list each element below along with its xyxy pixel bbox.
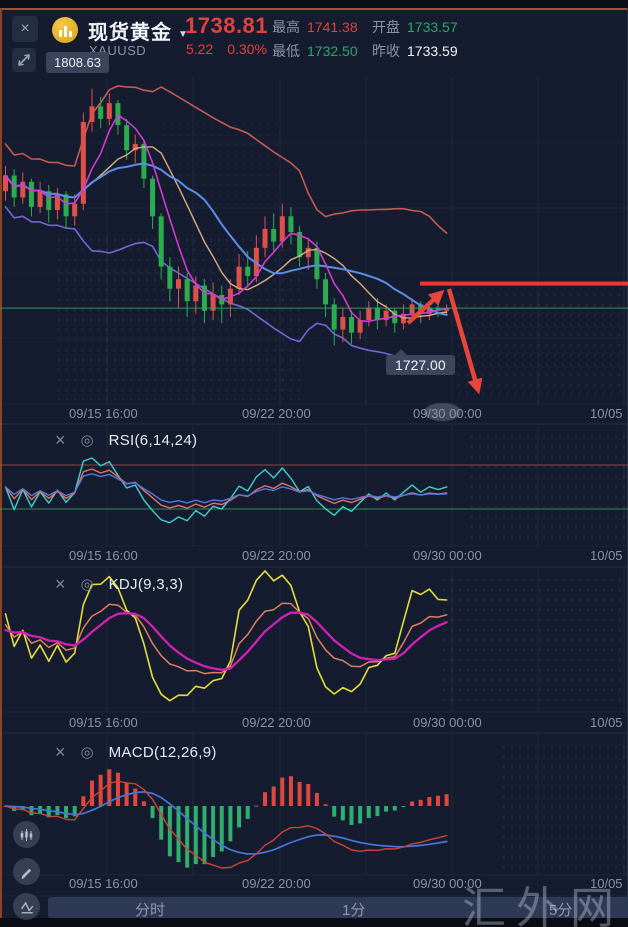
axis-tick: 09/22 20:00 — [242, 715, 311, 730]
low-price-callout: 1727.00 — [386, 349, 455, 375]
frame-border-top — [0, 8, 628, 10]
axis-tick: 09/22 20:00 — [242, 406, 311, 421]
stat-value: 1733.59 — [407, 43, 458, 59]
chart-type-button[interactable] — [13, 821, 40, 848]
collapse-button[interactable] — [12, 48, 36, 72]
last-price: 1738.81 — [185, 13, 269, 38]
chevron-down-icon: ▼ — [178, 29, 189, 40]
axis-tick: 09/15 16:00 — [69, 715, 138, 730]
price-change: 5.22 — [186, 41, 214, 57]
macd-title: MACD(12,26,9) — [108, 743, 217, 761]
stat-value: 1741.38 — [307, 19, 358, 35]
site-watermark: 汇外网 — [462, 884, 624, 927]
stat-label: 昨收 — [372, 43, 400, 59]
stat-low: 最低 1732.50 — [272, 41, 358, 61]
axis-tick: 09/30 00:00 — [413, 548, 482, 563]
axis-tick: 10/05 — [590, 715, 623, 730]
tab-1min[interactable]: 1分 — [342, 902, 366, 919]
gold-coin-icon — [52, 17, 78, 43]
candlestick-icon — [20, 828, 32, 841]
tab-5min[interactable]: 5分 — [549, 902, 573, 919]
instrument-selector[interactable]: 现货黄金 ▼ — [88, 16, 189, 45]
macd-settings-icon[interactable]: ◎ — [80, 743, 94, 761]
top-strip — [0, 0, 628, 8]
main-time-axis: 09/15 16:00 09/22 20:00 09/30 00:00 10/0… — [0, 406, 628, 422]
axis-tick: 09/22 20:00 — [242, 548, 311, 563]
range-high-label: 1808.63 — [46, 52, 109, 73]
stat-label: 最低 — [272, 43, 300, 59]
rsi-settings-icon[interactable]: ◎ — [80, 431, 94, 449]
indicator-tool-button[interactable] — [13, 893, 40, 920]
price-change-pct: 0.30% — [227, 41, 267, 57]
bg-skyline-pattern — [160, 120, 280, 210]
close-icon: × — [20, 20, 30, 37]
main-candlestick-chart[interactable] — [0, 78, 628, 405]
axis-tick: 10/05 — [590, 876, 623, 891]
draw-tool-button[interactable] — [13, 858, 40, 885]
axis-tick: 10/05 — [590, 406, 623, 421]
axis-tick: 10/05 — [590, 548, 623, 563]
close-button[interactable]: × — [12, 16, 38, 42]
kdj-title: KDJ(9,3,3) — [108, 575, 184, 593]
bg-skyline-pattern — [500, 742, 626, 872]
bg-skyline-pattern — [440, 575, 626, 707]
kdj-chart[interactable] — [0, 568, 628, 714]
rsi-close-button[interactable]: × — [55, 430, 66, 450]
stat-value: 1732.50 — [307, 43, 358, 59]
macd-close-button[interactable]: × — [55, 742, 66, 762]
price-change-row: 5.22 0.30% — [186, 41, 281, 57]
instrument-name: 现货黄金 — [88, 22, 172, 44]
stat-open: 开盘 1733.57 — [372, 17, 458, 37]
rsi-chart[interactable] — [0, 426, 628, 548]
kdj-time-axis: 09/15 16:00 09/22 20:00 09/30 00:00 10/0… — [0, 715, 628, 731]
bg-skyline-pattern — [468, 432, 626, 544]
tab-fenshi[interactable]: 分时 — [135, 902, 166, 919]
stat-prev-close: 昨收 1733.59 — [372, 41, 458, 61]
pencil-icon — [21, 868, 32, 879]
frame-border-left — [0, 8, 2, 927]
axis-tick: 09/15 16:00 — [69, 548, 138, 563]
bottom-strip — [0, 918, 628, 927]
macd-header: × ◎ MACD(12,26,9) — [55, 742, 217, 762]
rsi-time-axis: 09/15 16:00 09/22 20:00 09/30 00:00 10/0… — [0, 548, 628, 564]
kdj-header: × ◎ KDJ(9,3,3) — [55, 574, 183, 594]
macd-chart[interactable] — [0, 734, 628, 876]
stat-label: 开盘 — [372, 19, 400, 35]
rsi-header: × ◎ RSI(6,14,24) — [55, 430, 197, 450]
axis-tick: 09/15 16:00 — [69, 876, 138, 891]
macd-time-axis: 09/15 16:00 09/22 20:00 09/30 00:00 10/0… — [0, 876, 628, 892]
axis-tick: 09/22 20:00 — [242, 876, 311, 891]
kdj-settings-icon[interactable]: ◎ — [80, 575, 94, 593]
axis-tick: 09/30 00:00 — [413, 406, 482, 421]
bg-skyline-pattern — [55, 235, 305, 400]
rsi-title: RSI(6,14,24) — [108, 431, 198, 449]
collapse-arrows-icon — [18, 54, 30, 66]
axis-tick: 09/15 16:00 — [69, 406, 138, 421]
timeframe-tabbar: 分时 1分 5分 — [48, 897, 628, 919]
stat-label: 最高 — [272, 19, 300, 35]
stat-value: 1733.57 — [407, 19, 458, 35]
wave-icon — [20, 901, 33, 913]
bg-skyline-pattern — [455, 290, 625, 395]
stat-high: 最高 1741.38 — [272, 17, 358, 37]
scrollbar-thumb[interactable] — [424, 403, 461, 421]
axis-tick: 09/30 00:00 — [413, 715, 482, 730]
axis-tick: 09/30 00:00 — [413, 876, 482, 891]
kdj-close-button[interactable]: × — [55, 574, 66, 594]
